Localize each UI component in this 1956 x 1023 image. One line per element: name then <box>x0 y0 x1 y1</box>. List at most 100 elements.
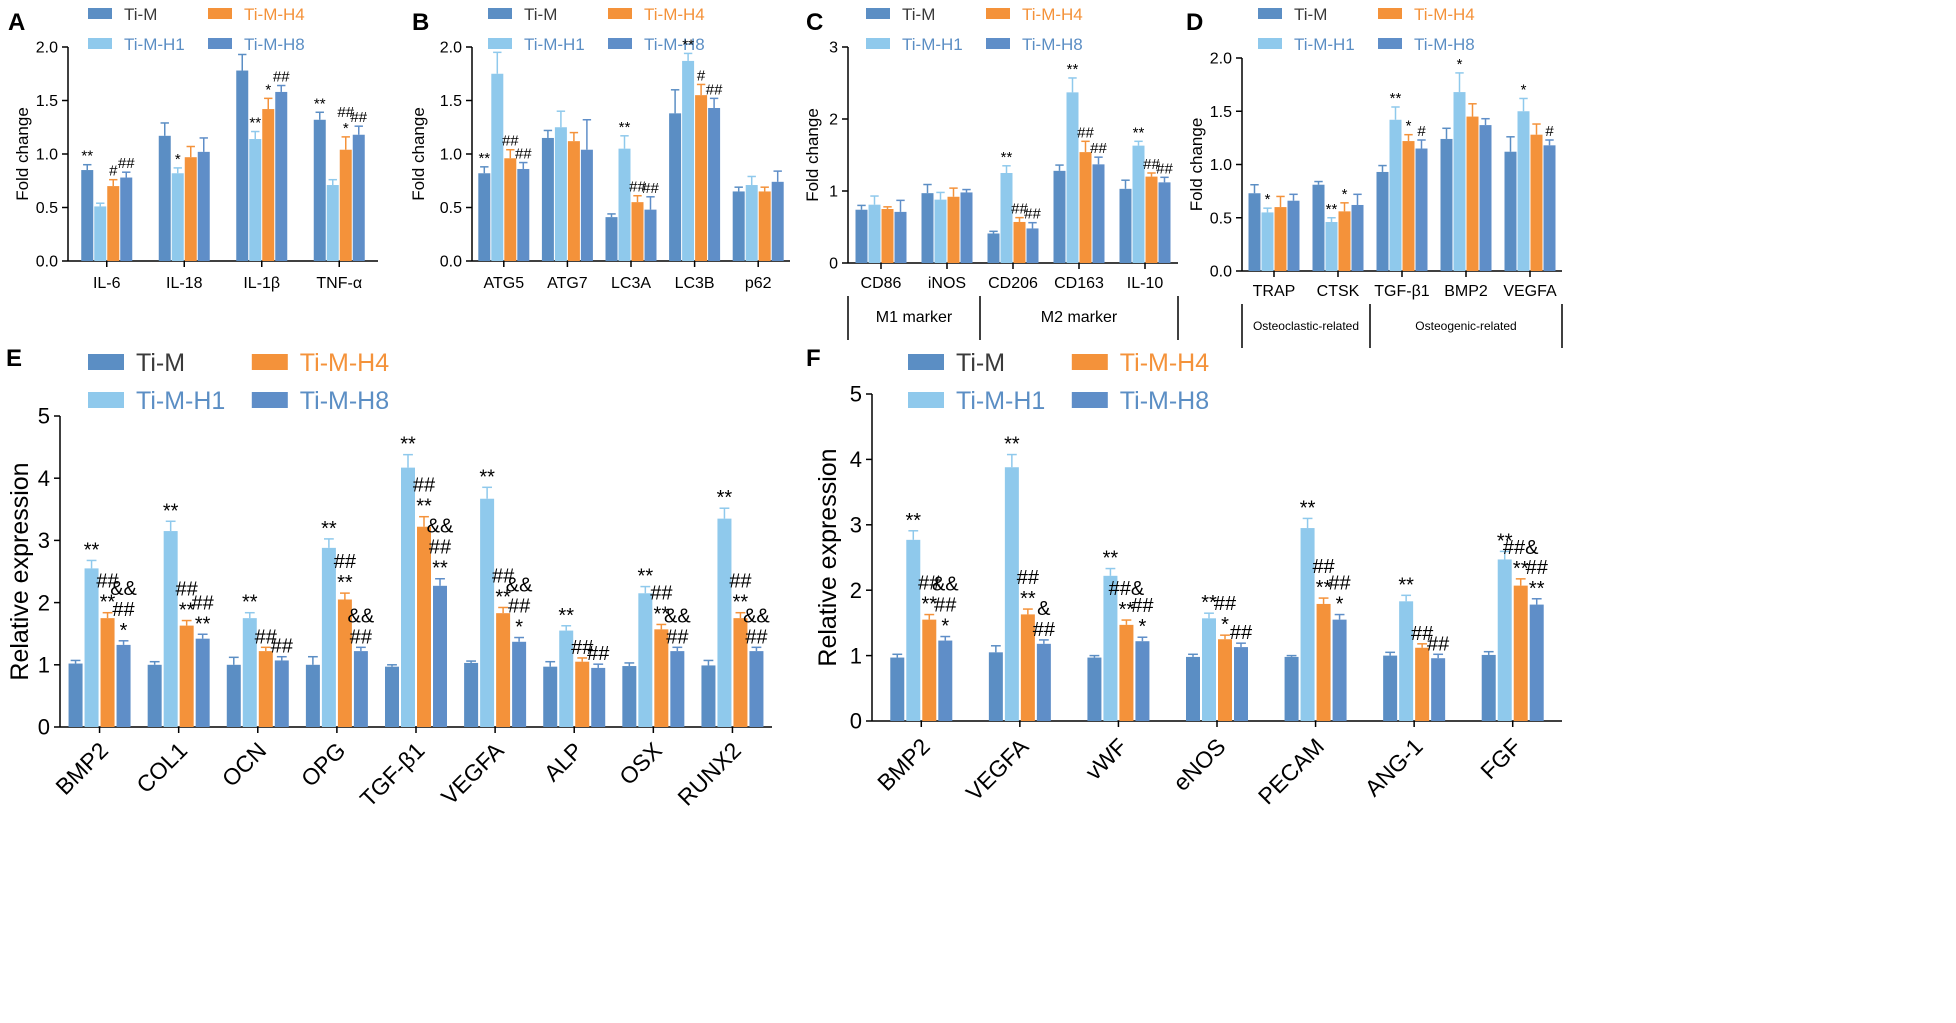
significance-mark: ** <box>1390 90 1402 107</box>
bar-ti-m-h8-col1 <box>195 638 210 727</box>
legend-label-ti-m-h4: Ti-M-H4 <box>300 349 389 377</box>
bar-ti-m-h4-vegfa <box>1020 614 1035 721</box>
legend-swatch-ti-m <box>1258 8 1282 19</box>
panel-letter: B <box>412 9 429 36</box>
legend-label-ti-m-h1: Ti-M-H1 <box>136 387 225 415</box>
significance-mark: # <box>697 67 706 84</box>
bar-ti-m-h8-p62 <box>771 181 784 261</box>
significance-mark: * <box>1521 81 1527 98</box>
significance-mark: ## <box>629 179 646 196</box>
bar-ti-m-opg <box>305 664 320 727</box>
legend-label-ti-m-h8: Ti-M-H8 <box>644 35 705 54</box>
x-tick-label-ocn: OCN <box>217 737 272 792</box>
significance-mark: ** <box>682 36 694 53</box>
bar-ti-m-h8-inos <box>960 192 973 263</box>
significance-mark: && <box>506 575 533 597</box>
y-tick-label: 2.0 <box>440 40 462 57</box>
x-tick-label-il-18: IL-18 <box>166 275 203 292</box>
significance-mark: ## <box>666 626 689 648</box>
panel-letter: E <box>6 345 22 372</box>
bar-ti-m-h8-lc3b <box>708 107 721 262</box>
x-tick-label-ang-1: ANG-1 <box>1360 733 1428 801</box>
significance-mark: ## <box>350 626 373 648</box>
bar-ti-m-h4-vegfa <box>1530 134 1543 271</box>
panel-d: D Ti-M Ti-M-H1 Ti-M-H4 Ti-M-H8 0.0 0.5 1.0 1.5 2.… <box>1186 5 1563 348</box>
bar-ti-m-h8-enos <box>1234 647 1248 721</box>
significance-mark: ** <box>179 600 195 622</box>
legend-label-ti-m-h1: Ti-M-H1 <box>902 35 963 54</box>
significance-mark: * <box>1336 594 1344 616</box>
x-tick-label-cd86: CD86 <box>861 275 902 292</box>
significance-mark: ** <box>921 594 937 616</box>
bar-ti-m-h8-il-10 <box>1158 182 1171 263</box>
significance-mark: ## <box>1024 206 1041 223</box>
bar-ti-m-tgf-1 <box>385 666 399 727</box>
legend-swatch-ti-m-h4 <box>986 8 1010 19</box>
legend-swatch-ti-m-h8 <box>208 38 232 49</box>
bar-ti-m-h8-il-18 <box>197 151 210 261</box>
bar-ti-m-h1-bmp2 <box>906 539 921 721</box>
legend-swatch-ti-m-h4 <box>1071 354 1108 370</box>
bar-ti-m-h8-ang-1 <box>1431 658 1446 721</box>
x-tick-label-atg5: ATG5 <box>483 275 524 292</box>
significance-mark: ##& <box>1109 578 1145 600</box>
bar-ti-m-h4-cd206 <box>1013 221 1026 263</box>
significance-mark: ## <box>1230 622 1253 644</box>
y-tick-label: 2 <box>850 578 862 603</box>
significance-mark: ** <box>717 487 733 509</box>
bar-ti-m-h4-atg7 <box>567 141 580 261</box>
bar-ti-m-h8-ctsk <box>1351 204 1364 271</box>
legend-label-ti-m: Ti-M <box>902 5 935 24</box>
bar-ti-m-h8-tnf <box>352 134 365 261</box>
significance-mark: & <box>1037 598 1051 620</box>
x-tick-label-tnf: TNF-α <box>316 275 362 292</box>
y-tick-label: 1 <box>38 653 50 678</box>
legend-label-ti-m-h8: Ti-M-H8 <box>1414 35 1475 54</box>
bar-ti-m-trap <box>1248 193 1261 271</box>
bar-ti-m-vegfa <box>988 652 1003 721</box>
y-axis-title: Fold change <box>13 107 32 201</box>
significance-mark: ## <box>1017 567 1040 589</box>
bar-ti-m-h4-trap <box>1274 207 1287 271</box>
x-tick-label-osx: OSX <box>614 737 667 790</box>
legend-label-ti-m-h8: Ti-M-H8 <box>1120 387 1209 415</box>
significance-mark: # <box>109 163 118 180</box>
legend-swatch-ti-m-h4 <box>251 354 288 370</box>
legend-swatch-ti-m-h4 <box>608 8 632 19</box>
bar-ti-m-h4-il-6 <box>107 186 120 261</box>
x-tick-label-atg7: ATG7 <box>547 275 588 292</box>
significance-mark: ## <box>350 109 367 126</box>
bar-ti-m-atg5 <box>478 173 491 261</box>
x-tick-label-cd163: CD163 <box>1054 275 1104 292</box>
significance-mark: ** <box>1001 149 1013 166</box>
significance-mark: ## <box>1077 124 1094 141</box>
panel-letter: C <box>806 9 823 36</box>
bar-ti-m-h8-bmp2 <box>938 640 953 721</box>
bar-ti-m-h4-inos <box>947 196 960 263</box>
bar-ti-m-h1-ang-1 <box>1399 601 1414 721</box>
y-tick-label: 0.5 <box>440 200 462 217</box>
y-tick-label: 0.0 <box>440 254 462 271</box>
y-tick-label: 5 <box>850 382 862 407</box>
bar-ti-m-h8-pecam <box>1332 619 1347 721</box>
significance-mark: ## <box>502 133 519 150</box>
significance-mark: ** <box>733 592 749 614</box>
bar-ti-m-h1-inos <box>934 199 947 263</box>
bar-ti-m-h1-pecam <box>1300 528 1315 721</box>
bar-ti-m-h4-bmp2 <box>1466 116 1479 271</box>
bar-ti-m-tnf <box>313 119 326 261</box>
y-tick-label: 0.0 <box>36 254 58 271</box>
significance-mark: ## <box>1033 619 1056 641</box>
significance-mark: && <box>664 605 691 627</box>
bar-ti-m-il-6 <box>81 170 94 261</box>
legend-swatch-ti-m <box>88 8 112 19</box>
significance-mark: && <box>348 605 375 627</box>
significance-mark: ## <box>587 643 610 665</box>
x-tick-label-vwf: vWF <box>1080 733 1132 785</box>
y-tick-label: 1 <box>829 184 838 201</box>
x-tick-label-il-6: IL-6 <box>93 275 121 292</box>
bar-ti-m-h1-cd206 <box>1000 173 1013 263</box>
bar-ti-m-h4-fgf <box>1513 585 1528 721</box>
x-tick-label-lc3b: LC3B <box>675 275 715 292</box>
panel-letter: F <box>806 345 821 372</box>
